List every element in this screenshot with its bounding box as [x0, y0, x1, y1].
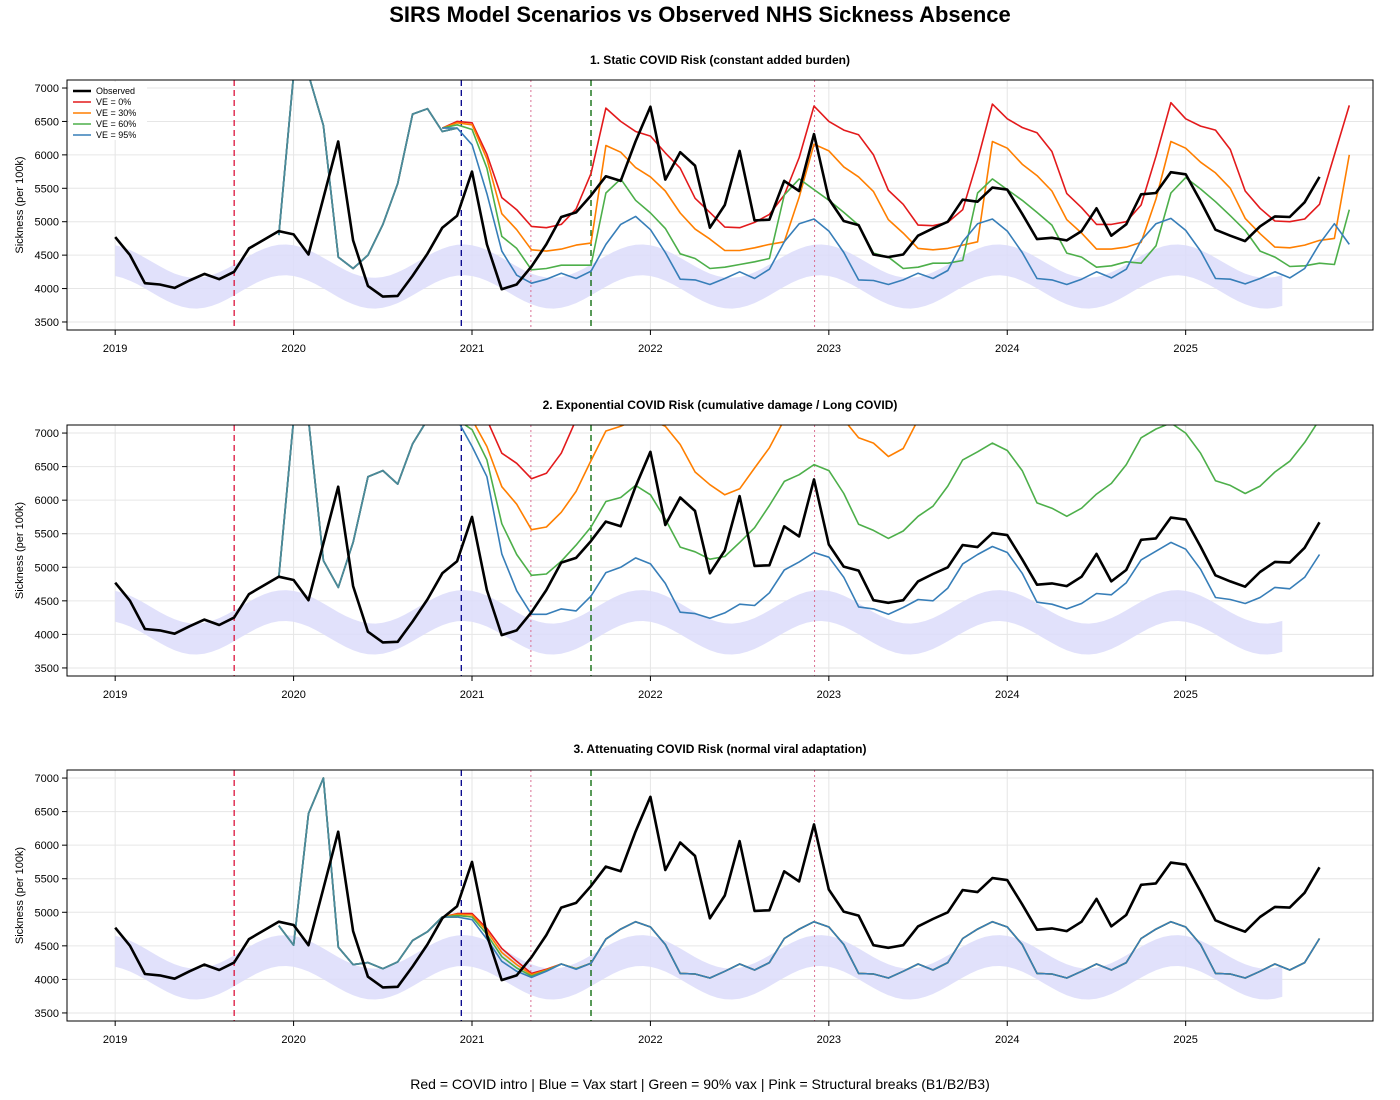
x-tick-label: 2023: [817, 1034, 841, 1046]
series-pre-ve30: [278, 425, 426, 589]
x-tick-label: 2023: [817, 689, 841, 701]
footer-caption: Red = COVID intro | Blue = Vax start | G…: [410, 1076, 990, 1092]
y-tick-label: 7000: [35, 773, 59, 785]
x-tick-label: 2024: [995, 689, 1019, 701]
plot-area: [114, 425, 1321, 676]
legend-label-ve60: VE = 60%: [96, 119, 136, 129]
series-pre-ve95: [278, 425, 426, 589]
panel-3: 3. Attenuating COVID Risk (normal viral …: [14, 742, 1374, 1046]
seasonal-band: [115, 244, 1283, 309]
y-tick-label: 5000: [35, 217, 59, 229]
y-axis-label: Sickness (per 100k): [14, 156, 26, 253]
y-tick-label: 6500: [35, 807, 59, 819]
x-tick-label: 2024: [995, 1034, 1019, 1046]
legend-label-observed: Observed: [96, 86, 135, 96]
x-tick-label: 2022: [638, 343, 662, 355]
panel-title: 1. Static COVID Risk (constant added bur…: [590, 53, 850, 67]
legend-label-ve95: VE = 95%: [96, 130, 136, 140]
x-tick-label: 2022: [638, 1034, 662, 1046]
x-tick-label: 2025: [1173, 1034, 1197, 1046]
y-tick-label: 4500: [35, 941, 59, 953]
plot-frame: [66, 769, 1374, 1022]
y-tick-label: 4500: [35, 250, 59, 262]
x-tick-label: 2020: [281, 343, 305, 355]
series-ve95: [442, 127, 1350, 286]
series-pre-overlap: [277, 425, 426, 589]
series-observed: [114, 795, 1321, 989]
y-axis-label: Sickness (per 100k): [14, 502, 26, 599]
series-pre-ve95: [278, 80, 458, 270]
x-tick-label: 2021: [460, 343, 484, 355]
y-tick-label: 7000: [35, 428, 59, 440]
y-tick-label: 3500: [35, 317, 59, 329]
series-pre-overlap: [277, 80, 458, 270]
x-tick-label: 2025: [1173, 689, 1197, 701]
seasonal-band: [115, 935, 1283, 1000]
x-tick-label: 2019: [103, 343, 127, 355]
x-tick-label: 2020: [281, 1034, 305, 1046]
panel-1: 1. Static COVID Risk (constant added bur…: [14, 53, 1374, 355]
y-tick-label: 5000: [35, 562, 59, 574]
series-pre-overlap: [278, 777, 458, 970]
panel-title: 3. Attenuating COVID Risk (normal viral …: [574, 742, 867, 756]
y-tick-label: 5000: [35, 907, 59, 919]
x-tick-label: 2019: [103, 1034, 127, 1046]
series-pre-ve30: [278, 80, 458, 270]
series-pre-ve60: [278, 80, 458, 270]
y-tick-label: 4500: [35, 596, 59, 608]
series-pre-ve60: [278, 425, 426, 589]
series-ve60: [442, 124, 1351, 271]
y-tick-label: 5500: [35, 874, 59, 886]
x-tick-label: 2020: [281, 689, 305, 701]
y-tick-label: 7000: [35, 83, 59, 95]
x-tick-label: 2024: [995, 343, 1019, 355]
y-tick-label: 3500: [35, 663, 59, 675]
y-tick-label: 3500: [35, 1008, 59, 1020]
panel-2: 2. Exponential COVID Risk (cumulative da…: [14, 398, 1374, 701]
y-tick-label: 6000: [35, 840, 59, 852]
x-tick-label: 2022: [638, 689, 662, 701]
plot-area: [114, 770, 1321, 1021]
series-pre-ve0: [278, 80, 458, 270]
y-tick-label: 6500: [35, 116, 59, 128]
plot-frame: [66, 79, 1374, 331]
series-ve30: [474, 425, 917, 531]
series-ve0: [441, 101, 1351, 229]
y-tick-label: 6000: [35, 150, 59, 162]
plot-area: [114, 80, 1351, 330]
y-tick-label: 4000: [35, 974, 59, 986]
y-tick-label: 5500: [35, 183, 59, 195]
y-tick-label: 6000: [35, 495, 59, 507]
x-tick-label: 2025: [1173, 343, 1197, 355]
legend-label-ve30: VE = 30%: [96, 108, 136, 118]
series-ve60: [463, 425, 1317, 577]
y-axis-label: Sickness (per 100k): [14, 847, 26, 944]
seasonal-band: [115, 590, 1283, 655]
series-ve95: [459, 425, 1321, 620]
legend-label-ve0: VE = 0%: [96, 97, 131, 107]
x-tick-label: 2021: [460, 689, 484, 701]
series-ve95: [442, 916, 1321, 979]
series-observed: [114, 105, 1321, 298]
plot-frame: [66, 424, 1374, 677]
series-observed: [114, 450, 1321, 644]
y-tick-label: 4000: [35, 284, 59, 296]
series-ve0: [488, 425, 575, 480]
chart-main-title: SIRS Model Scenarios vs Observed NHS Sic…: [389, 2, 1011, 27]
y-tick-label: 6500: [35, 462, 59, 474]
series-ve30: [442, 122, 1351, 252]
x-tick-label: 2021: [460, 1034, 484, 1046]
series-pre-ve0: [278, 425, 426, 589]
x-tick-label: 2019: [103, 689, 127, 701]
x-tick-label: 2023: [817, 343, 841, 355]
y-tick-label: 4000: [35, 629, 59, 641]
y-tick-label: 5500: [35, 529, 59, 541]
panel-title: 2. Exponential COVID Risk (cumulative da…: [543, 398, 898, 412]
